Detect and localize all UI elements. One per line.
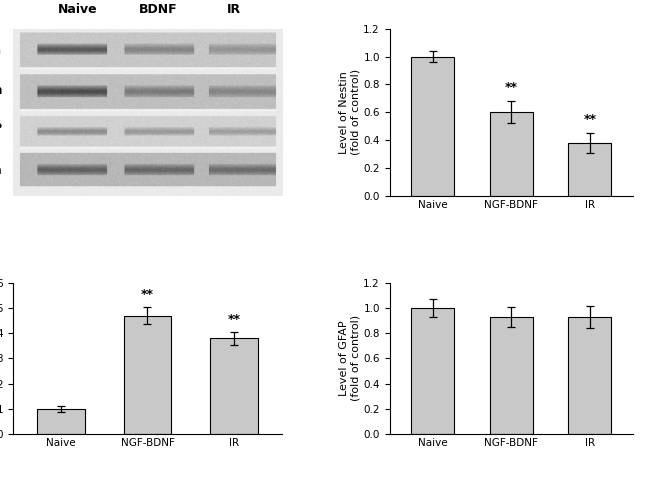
Text: Naive: Naive <box>57 2 98 15</box>
Bar <box>37 409 85 434</box>
Text: IR: IR <box>227 2 240 15</box>
Bar <box>490 112 533 196</box>
Text: GFAP: GFAP <box>0 122 2 135</box>
Text: β-III tubulin: β-III tubulin <box>0 84 2 97</box>
Text: **: ** <box>228 313 241 326</box>
Bar <box>123 316 171 434</box>
Y-axis label: Level of GFAP
(fold of control): Level of GFAP (fold of control) <box>339 315 360 402</box>
Bar <box>412 308 454 434</box>
Text: NGF-
BDNF: NGF- BDNF <box>139 0 178 15</box>
Bar <box>490 317 533 434</box>
Text: **: ** <box>583 113 596 126</box>
Bar <box>568 143 612 196</box>
Text: β-actin: β-actin <box>0 164 2 177</box>
Text: **: ** <box>141 288 154 301</box>
Text: **: ** <box>505 81 518 94</box>
Bar <box>211 338 258 434</box>
Text: Nestin: Nestin <box>0 44 2 57</box>
Bar <box>412 57 454 196</box>
Bar <box>568 317 612 434</box>
Y-axis label: Level of Nestin
(fold of control): Level of Nestin (fold of control) <box>339 69 360 155</box>
